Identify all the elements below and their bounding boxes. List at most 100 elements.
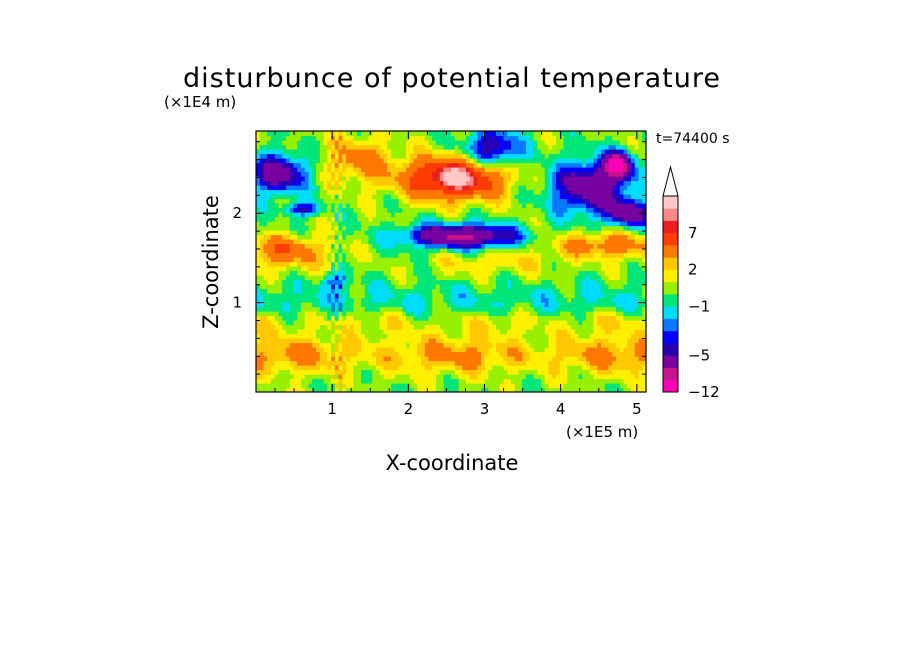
field-cell	[529, 387, 535, 392]
field-cell	[477, 248, 482, 254]
field-cell	[481, 338, 486, 344]
field-cell	[567, 329, 572, 335]
field-cell	[526, 243, 531, 249]
field-cell	[604, 378, 610, 384]
field-cell	[286, 194, 291, 200]
field-cell	[274, 261, 280, 267]
field-cell	[338, 198, 343, 204]
field-cell	[447, 239, 452, 245]
field-cell	[406, 333, 411, 339]
field-cell	[612, 374, 617, 380]
field-cell	[522, 369, 527, 375]
field-cell	[346, 194, 351, 200]
field-cell	[353, 279, 358, 285]
field-cell	[604, 234, 610, 240]
field-cell	[533, 311, 538, 317]
field-cell	[514, 207, 520, 213]
field-cell	[417, 234, 422, 240]
field-cell	[462, 275, 467, 281]
field-cell	[514, 225, 520, 231]
field-cell	[312, 198, 317, 204]
field-cell	[301, 288, 306, 294]
field-cell	[398, 180, 403, 186]
field-cell	[477, 212, 482, 218]
field-cell	[259, 342, 265, 348]
field-cell	[312, 185, 317, 191]
field-cell	[612, 365, 617, 371]
field-cell	[316, 203, 321, 209]
field-cell	[383, 369, 388, 375]
field-cell	[608, 356, 613, 362]
field-cell	[364, 185, 370, 191]
field-cell	[319, 369, 325, 375]
field-cell	[503, 342, 508, 348]
field-cell	[544, 185, 550, 191]
field-cell	[481, 261, 486, 267]
field-cell	[462, 221, 467, 227]
field-cell	[612, 198, 617, 204]
field-cell	[544, 329, 550, 335]
field-cell	[507, 284, 512, 290]
field-cell	[484, 189, 490, 195]
field-cell	[526, 207, 531, 213]
field-cell	[263, 324, 268, 330]
field-cell	[331, 243, 336, 249]
field-cell	[492, 207, 497, 213]
field-cell	[522, 194, 527, 200]
field-cell	[413, 248, 418, 254]
field-cell	[391, 270, 396, 276]
field-cell	[604, 369, 610, 375]
field-cell	[541, 216, 546, 222]
field-cell	[439, 324, 445, 330]
field-cell	[319, 383, 325, 389]
field-cell	[394, 252, 400, 258]
field-cell	[342, 288, 347, 294]
field-cell	[413, 185, 418, 191]
field-cell	[391, 338, 396, 344]
field-cell	[301, 324, 306, 330]
field-cell	[627, 180, 632, 186]
field-cell	[634, 351, 640, 357]
field-cell	[293, 378, 298, 384]
field-cell	[301, 176, 306, 182]
field-cell	[443, 252, 448, 258]
field-cell	[383, 329, 388, 335]
field-cell	[484, 338, 490, 344]
field-cell	[612, 221, 617, 227]
field-cell	[293, 225, 298, 231]
field-cell	[578, 378, 583, 384]
field-cell	[439, 284, 445, 290]
field-cell	[357, 212, 362, 218]
field-cell	[368, 185, 373, 191]
field-cell	[496, 230, 501, 236]
field-cell	[379, 329, 385, 335]
field-cell	[462, 266, 467, 272]
field-cell	[559, 185, 565, 191]
field-cell	[631, 221, 636, 227]
field-cell	[601, 243, 606, 249]
field-cell	[349, 365, 355, 371]
field-cell	[334, 270, 340, 276]
field-cell	[529, 234, 535, 240]
field-cell	[417, 207, 422, 213]
field-cell	[466, 275, 471, 281]
field-cell	[376, 180, 381, 186]
field-cell	[477, 198, 482, 204]
field-cell	[556, 275, 561, 281]
field-cell	[432, 383, 437, 389]
field-cell	[503, 225, 508, 231]
field-cell	[286, 212, 291, 218]
field-cell	[342, 176, 347, 182]
field-cell	[443, 212, 448, 218]
field-cell	[316, 378, 321, 384]
field-cell	[421, 293, 426, 299]
field-cell	[424, 252, 430, 258]
field-cell	[263, 257, 268, 263]
field-cell	[274, 306, 280, 312]
field-cell	[597, 257, 602, 263]
field-cell	[364, 203, 370, 209]
field-cell	[574, 302, 580, 308]
field-cell	[466, 284, 471, 290]
field-cell	[499, 225, 505, 231]
field-cell	[364, 333, 370, 339]
